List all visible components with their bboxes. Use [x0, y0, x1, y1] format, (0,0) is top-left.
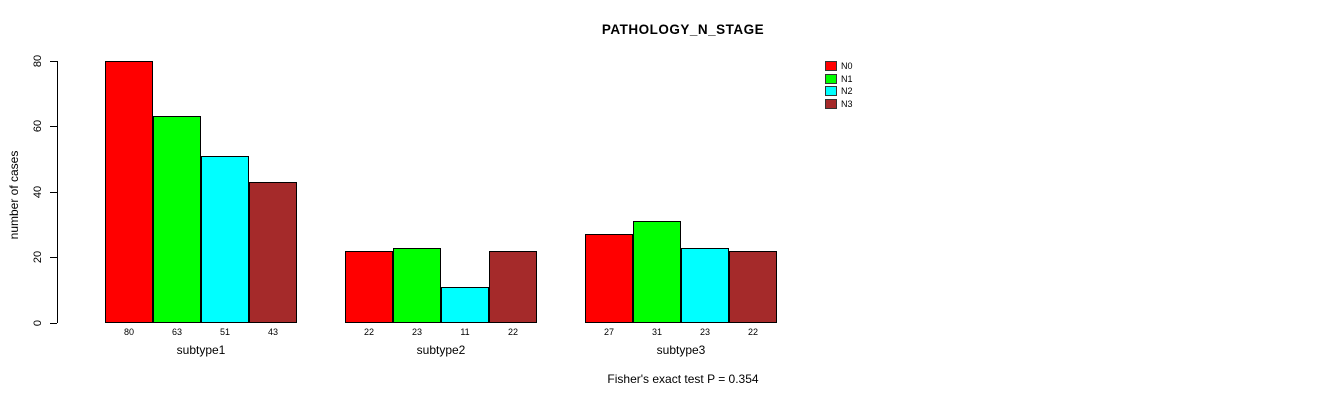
category-label: subtype3	[656, 343, 706, 357]
y-tick	[50, 257, 57, 259]
statistical-test-note: Fisher's exact test P = 0.354	[607, 372, 759, 386]
bar-value-label: 27	[603, 327, 615, 337]
bar	[105, 60, 153, 323]
bar-value-label: 23	[411, 327, 423, 337]
y-tick-label: 80	[32, 54, 44, 67]
legend-swatch	[825, 73, 837, 84]
bar	[345, 250, 393, 323]
bar	[489, 250, 537, 323]
legend-item: N2	[825, 86, 885, 97]
bar-value-label: 80	[123, 327, 135, 337]
bar-value-label: 22	[507, 327, 519, 337]
category-label: subtype1	[176, 343, 226, 357]
y-tick-label: 60	[32, 120, 44, 133]
y-tick	[50, 323, 57, 324]
category-label: subtype2	[416, 343, 466, 357]
bar-value-label: 23	[699, 327, 711, 337]
bar-value-label: 63	[171, 327, 183, 337]
legend-label: N0	[841, 61, 853, 71]
bar-value-label: 31	[651, 327, 663, 337]
legend-label: N3	[841, 99, 853, 110]
legend-item: N0	[825, 61, 885, 72]
bar-value-label: 22	[363, 327, 375, 337]
legend-item: N3	[825, 99, 885, 110]
bar	[393, 247, 441, 323]
bar	[729, 250, 777, 323]
legend-swatch	[825, 61, 837, 71]
bar	[633, 221, 681, 323]
bar-value-label: 22	[747, 327, 759, 337]
bar	[201, 155, 249, 323]
chart-title: PATHOLOGY_N_STAGE	[601, 22, 765, 37]
bar	[441, 286, 489, 323]
bar	[585, 234, 633, 323]
bar	[681, 247, 729, 323]
legend-item: N1	[825, 73, 885, 85]
bar-value-label: 43	[267, 327, 279, 337]
legend-label: N2	[841, 86, 853, 97]
y-tick-label: 0	[32, 319, 44, 327]
y-axis-line	[57, 60, 58, 323]
y-tick-label: 20	[32, 251, 44, 264]
legend-swatch	[825, 86, 837, 97]
bar	[249, 181, 297, 323]
y-axis-label: number of cases	[7, 150, 21, 240]
legend-swatch	[825, 99, 837, 110]
y-tick	[50, 126, 57, 128]
y-tick	[50, 60, 57, 62]
y-tick-label: 40	[32, 185, 44, 198]
bar-value-label: 51	[219, 327, 231, 337]
legend-label: N1	[841, 73, 853, 84]
y-tick	[50, 191, 57, 193]
bar	[153, 116, 201, 323]
bar-value-label: 11	[460, 327, 470, 337]
